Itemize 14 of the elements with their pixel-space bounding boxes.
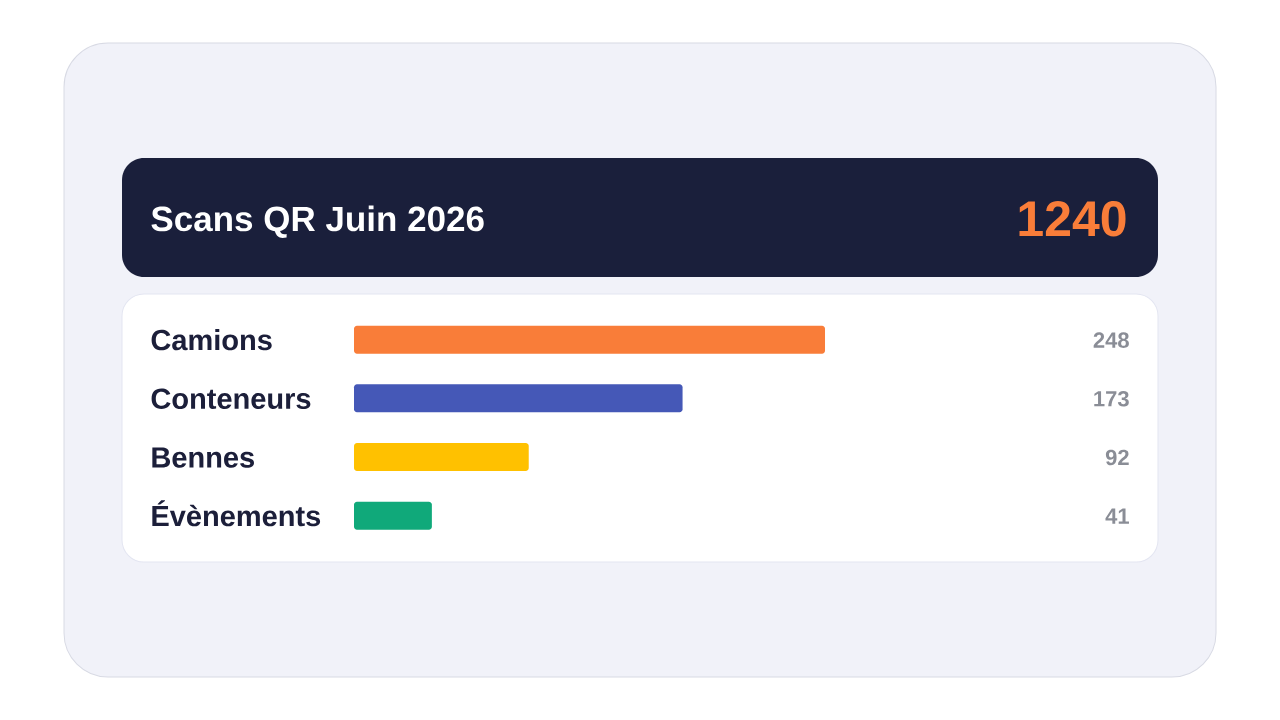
bar [354,384,683,413]
chart-title: Scans QR Juin 2026 [151,205,484,238]
data-label: 173 [1094,391,1129,407]
text: 1240 [1019,201,1126,237]
data-label: 41 [1105,508,1129,524]
y-tick-label: Évènements [152,500,321,527]
bar [354,325,826,354]
bar [354,501,432,530]
data-label: 248 [1093,332,1129,348]
data-label: 92 [1105,449,1129,466]
bar [354,443,529,471]
y-tick-label: Camions [151,329,272,351]
y-tick-label: Bennes [152,447,254,468]
y-tick-label: Conteneurs [151,388,311,410]
